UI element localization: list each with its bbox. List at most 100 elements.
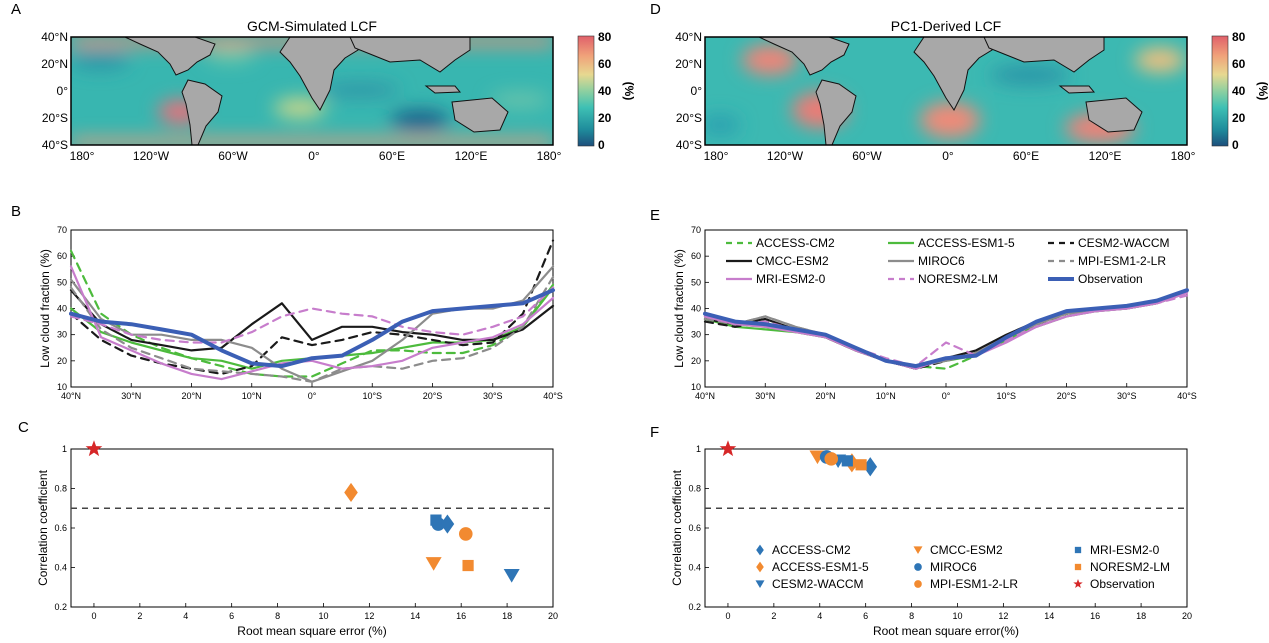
map-panel-a: GCM-Simulated LCF bbox=[41, 18, 561, 163]
marker-triangle bbox=[503, 569, 520, 583]
y-tick-label: 60 bbox=[57, 251, 67, 261]
x-tick-label: 20°S bbox=[423, 391, 443, 401]
x-tick-label: 8 bbox=[909, 611, 914, 621]
y-axis-label: Low cloud fraction (%) bbox=[38, 249, 52, 368]
marker-star bbox=[719, 440, 737, 457]
legend-label: MIROC6 bbox=[930, 560, 977, 574]
legend-label: ACCESS-ESM1-5 bbox=[918, 236, 1015, 250]
x-tick-label: 4 bbox=[817, 611, 822, 621]
lon-tick: 180° bbox=[704, 149, 729, 163]
legend-label: CESM2-WACCM bbox=[772, 577, 864, 591]
x-tick-label: 0° bbox=[942, 391, 951, 401]
x-axis-label: Root mean square error (%) bbox=[237, 624, 386, 638]
line-chart-b: 10 20 30 40 50 60 70 40°N 30°N 20°N 10°N 0° 10°S 20°S… bbox=[38, 225, 563, 401]
lat-tick: 40°S bbox=[42, 138, 68, 152]
x-tick-label: 30°N bbox=[755, 391, 775, 401]
legend-label: CESM2-WACCM bbox=[1078, 236, 1170, 250]
marker-triangle bbox=[755, 580, 765, 589]
y-tick-label: 20 bbox=[691, 356, 701, 366]
panel-label-f: F bbox=[650, 424, 659, 441]
map-d-lat-ticks: 40°N 20°N 0° 20°S 40°S bbox=[675, 30, 702, 152]
y-tick-label: 0.4 bbox=[688, 563, 701, 573]
y-tick-label: 50 bbox=[57, 277, 67, 287]
marker-square bbox=[462, 559, 474, 572]
marker-square bbox=[1074, 563, 1082, 571]
x-tick-label: 40°S bbox=[1177, 391, 1197, 401]
series-line-noresm2-lm bbox=[69, 286, 555, 344]
series-line-observation bbox=[69, 288, 555, 369]
y-tick-label: 30 bbox=[691, 330, 701, 340]
colorbar-unit: (%) bbox=[622, 82, 636, 101]
x-tick-label: 6 bbox=[863, 611, 868, 621]
legend-label: ACCESS-CM2 bbox=[756, 236, 835, 250]
x-tick-label: 12 bbox=[998, 611, 1008, 621]
colorbar-tick: 40 bbox=[1232, 84, 1246, 98]
legend-label: CMCC-ESM2 bbox=[930, 543, 1003, 557]
lat-tick: 0° bbox=[57, 84, 69, 98]
x-tick-label: 20°N bbox=[815, 391, 835, 401]
y-tick-label: 10 bbox=[57, 382, 67, 392]
y-tick-label: 0.2 bbox=[54, 602, 67, 612]
marker-circle bbox=[914, 580, 922, 588]
lon-tick: 120°W bbox=[133, 149, 170, 163]
panel-label-e: E bbox=[650, 207, 660, 224]
panel-label-d: D bbox=[650, 1, 661, 18]
x-axis-label: Root mean square error(%) bbox=[873, 624, 1019, 638]
x-tick-label: 20 bbox=[548, 611, 558, 621]
y-tick-label: 0.4 bbox=[54, 563, 67, 573]
colorbar-tick: 40 bbox=[598, 84, 612, 98]
y-tick-label: 70 bbox=[691, 225, 701, 235]
y-axis-label: Correlation coefficient bbox=[670, 469, 684, 586]
x-tick-label: 20°N bbox=[181, 391, 201, 401]
lon-tick: 120°W bbox=[767, 149, 804, 163]
x-tick-label: 2 bbox=[771, 611, 776, 621]
lat-tick: 20°N bbox=[675, 57, 702, 71]
x-tick-label: 2 bbox=[137, 611, 142, 621]
colorbar-tick: 0 bbox=[598, 138, 605, 152]
x-tick-label: 10 bbox=[318, 611, 328, 621]
colorbar-tick: 0 bbox=[1232, 138, 1239, 152]
land-mass bbox=[758, 37, 1143, 145]
x-tick-label: 18 bbox=[1136, 611, 1146, 621]
y-tick-label: 0.8 bbox=[688, 484, 701, 494]
marker-circle bbox=[914, 563, 922, 571]
colorbar-d: 80 60 40 20 0 (%) bbox=[1211, 30, 1269, 152]
colorbar-a: 80 60 40 20 0 (%) bbox=[577, 30, 636, 152]
lon-tick: 180° bbox=[70, 149, 95, 163]
marker-square bbox=[855, 459, 867, 471]
y-tick-label: 20 bbox=[57, 356, 67, 366]
series-line-observation bbox=[703, 288, 1189, 369]
marker-triangle bbox=[913, 546, 923, 555]
legend-label: Observation bbox=[1090, 577, 1155, 591]
y-tick-label: 40 bbox=[57, 304, 67, 314]
legend-label: MRI-ESM2-0 bbox=[756, 272, 826, 286]
y-axis-label: Correlation coefficient bbox=[36, 469, 50, 586]
x-tick-label: 6 bbox=[229, 611, 234, 621]
x-tick-label: 16 bbox=[1090, 611, 1100, 621]
marker-diamond bbox=[756, 561, 764, 573]
marker-diamond bbox=[440, 514, 455, 534]
x-tick-label: 40°N bbox=[61, 391, 81, 401]
series-line-noresm2-lm bbox=[703, 294, 1189, 368]
x-tick-label: 14 bbox=[410, 611, 420, 621]
plot-area bbox=[70, 448, 554, 608]
x-tick-label: 12 bbox=[364, 611, 374, 621]
x-tick-label: 20°S bbox=[1057, 391, 1077, 401]
marker-circle bbox=[824, 452, 839, 466]
lon-tick: 0° bbox=[308, 149, 320, 163]
series-line-mri-esm2-0 bbox=[69, 265, 555, 381]
x-tick-label: 4 bbox=[183, 611, 188, 621]
y-tick-label: 1 bbox=[62, 444, 67, 454]
land-mass bbox=[124, 37, 509, 145]
lat-tick: 0° bbox=[691, 84, 703, 98]
x-tick-label: 14 bbox=[1044, 611, 1054, 621]
x-tick-label: 8 bbox=[275, 611, 280, 621]
legend-label: ACCESS-ESM1-5 bbox=[772, 560, 869, 574]
x-tick-label: 16 bbox=[456, 611, 466, 621]
marker-square bbox=[841, 455, 853, 467]
legend-label: ACCESS-CM2 bbox=[772, 543, 851, 557]
panel-label-c: C bbox=[18, 419, 29, 436]
x-tick-label: 10°S bbox=[996, 391, 1016, 401]
marker-diamond bbox=[863, 457, 878, 477]
map-panel-d: PC1-Derived LCF 40°N bbox=[675, 18, 1195, 163]
